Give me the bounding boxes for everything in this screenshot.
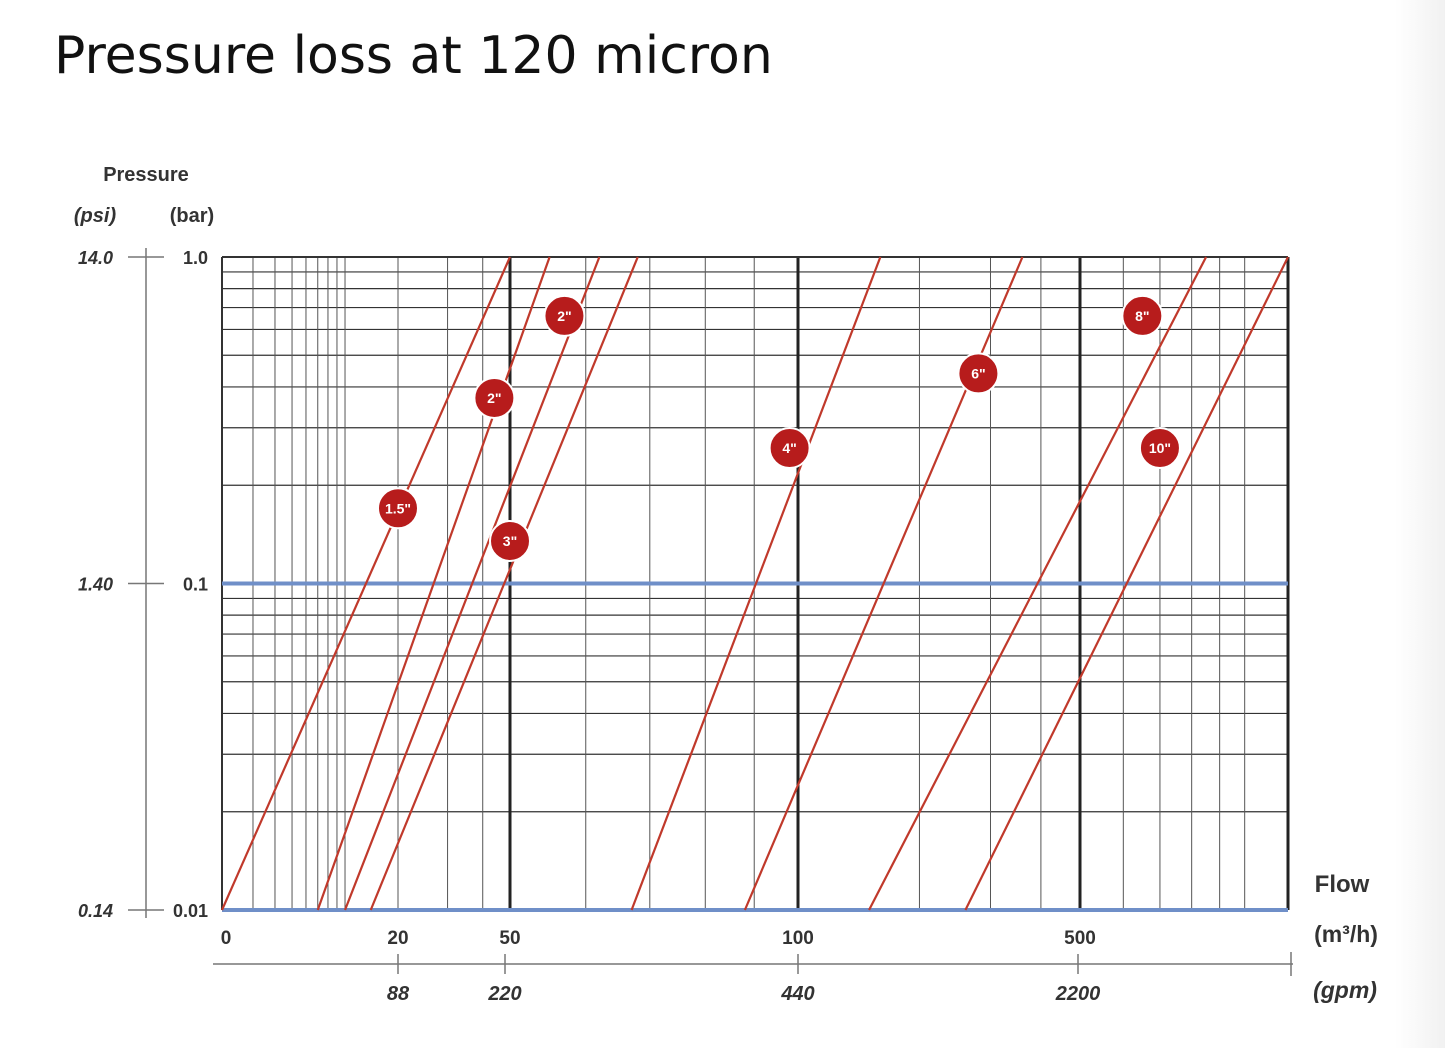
series-marker-6 [957, 352, 1000, 395]
y-tick-label-bar: 0.01 [173, 901, 208, 921]
y-tick-label-psi: 14.0 [78, 248, 113, 268]
x-tick-label-m3h: 500 [1064, 928, 1096, 949]
series-marker-label: 3" [503, 533, 517, 549]
series-marker-4 [489, 519, 531, 562]
x-axis-unit-gpm: (gpm) [1313, 977, 1377, 1003]
y-axis-unit-psi: (psi) [74, 205, 117, 227]
x-tick-label-gpm: 88 [387, 983, 410, 1005]
y-tick-label-bar: 0.1 [183, 575, 208, 595]
series-marker-8 [1138, 427, 1181, 470]
y-axis-title: Pressure [103, 164, 189, 186]
series-marker-label: 4" [782, 440, 796, 456]
series-line-1 [220, 256, 512, 911]
x-tick-label-gpm: 440 [780, 983, 814, 1005]
y-tick-label-psi: 1.40 [78, 575, 113, 595]
series-line-5 [630, 256, 882, 911]
series-marker-5 [768, 427, 811, 470]
x-tick-label-m3h: 20 [387, 928, 408, 949]
series-line-8 [964, 256, 1289, 911]
series-marker-label: 1.5" [385, 500, 411, 516]
x-tick-label-m3h: 100 [782, 928, 814, 949]
series-marker-2 [473, 376, 516, 419]
series-line-4 [369, 256, 639, 911]
series-marker-label: 2" [487, 390, 501, 406]
series-marker-3 [543, 294, 586, 337]
series-line-2 [316, 256, 551, 911]
y-tick-label-psi: 0.14 [78, 901, 113, 921]
y-axis-unit-bar: (bar) [170, 205, 214, 227]
series-marker-7 [1121, 294, 1164, 337]
series-marker-1 [377, 487, 419, 530]
y-tick-label-bar: 1.0 [183, 248, 208, 268]
series-marker-label: 10" [1149, 440, 1171, 456]
x-tick-label-gpm: 220 [487, 983, 521, 1005]
series-line-7 [868, 256, 1208, 911]
series-marker-label: 8" [1135, 308, 1149, 324]
series-line-3 [343, 256, 601, 911]
slide-edge-shadow [1395, 0, 1445, 1048]
x-tick-label-m3h: 0 [221, 928, 232, 949]
x-axis-title: Flow [1315, 871, 1370, 898]
page-title: Pressure loss at 120 micron [54, 26, 773, 86]
x-axis-unit-m3h: (m³/h) [1314, 921, 1378, 947]
x-tick-label-gpm: 2200 [1055, 983, 1101, 1005]
series-marker-label: 6" [971, 365, 985, 381]
chart-grid [221, 256, 1290, 912]
chart-axes: 14.0 1.0 1.40 0.1 0.14 0.01 Pressure (psi) (bar)… [74, 164, 1378, 1005]
series-markers: 1.5" 2" 2" 3" 4" 6" 8" 10" [377, 294, 1181, 562]
series-marker-label: 2" [557, 308, 571, 324]
x-tick-label-m3h: 50 [499, 928, 520, 949]
series-lines [220, 256, 1289, 911]
